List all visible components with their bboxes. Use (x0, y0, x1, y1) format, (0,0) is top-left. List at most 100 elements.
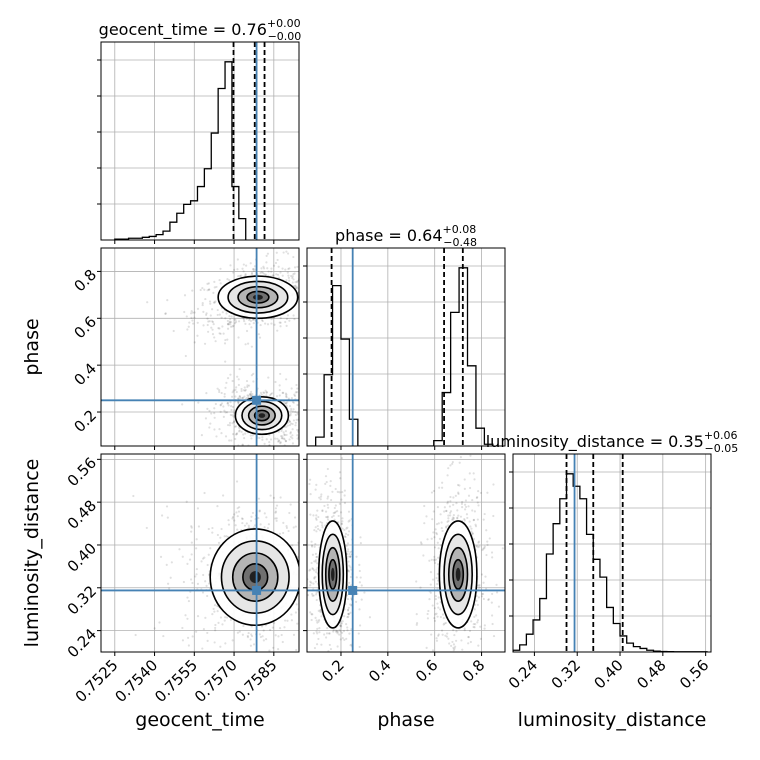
sample-point (430, 558, 433, 561)
sample-point (240, 274, 243, 277)
sample-point (188, 321, 191, 324)
sample-point (276, 329, 279, 332)
sample-point (311, 567, 314, 570)
sample-point (314, 488, 317, 491)
sample-point (289, 422, 293, 425)
sample-point (260, 267, 263, 270)
title-main: phase = 0.64 (335, 226, 442, 245)
sample-point (272, 455, 274, 457)
sample-point (228, 424, 232, 427)
sample-point (316, 403, 318, 405)
sample-point (455, 630, 458, 633)
sample-point (282, 437, 286, 440)
sample-point (328, 632, 331, 635)
sample-point (346, 526, 349, 529)
sample-point (231, 379, 234, 383)
sample-point (231, 414, 234, 417)
sample-point (333, 506, 336, 510)
panel-title-geocent_time: geocent_time = 0.76+0.00 −0.00 (99, 17, 302, 43)
sample-point (347, 606, 350, 609)
sample-point (230, 315, 233, 318)
sample-point (278, 388, 281, 392)
sample-point (226, 327, 230, 330)
sample-point (248, 446, 250, 448)
sample-point (358, 608, 361, 611)
sample-point (314, 526, 317, 529)
sample-point (278, 627, 282, 630)
sample-point (291, 428, 294, 431)
sample-point (315, 555, 318, 559)
sample-point (435, 523, 439, 526)
sample-point (358, 569, 361, 573)
sample-point (279, 441, 282, 444)
sample-point (274, 437, 277, 440)
sample-point (313, 577, 316, 580)
sample-point (333, 705, 335, 707)
sample-point (289, 409, 293, 412)
sample-point (321, 509, 324, 512)
sample-point (437, 634, 440, 637)
sample-point (435, 612, 438, 615)
sample-point (279, 321, 282, 324)
contour-line (234, 395, 290, 436)
sample-point (326, 515, 329, 518)
sample-point (261, 319, 264, 323)
sample-point (245, 522, 248, 525)
title-upper-error: +0.08 (443, 223, 477, 236)
sample-point (310, 544, 314, 547)
sample-point (420, 542, 423, 545)
sample-point (314, 290, 316, 292)
sample-point (452, 628, 455, 632)
sample-point (323, 658, 325, 660)
truth-marker (252, 395, 262, 405)
sample-point (304, 273, 306, 275)
sample-point (218, 332, 221, 335)
sample-point (451, 665, 453, 667)
sample-point (303, 527, 305, 529)
sample-point (309, 282, 311, 284)
sample-point (316, 632, 319, 635)
sample-point (480, 573, 484, 576)
sample-point (153, 627, 156, 630)
sample-point (165, 505, 169, 508)
sample-point (211, 526, 214, 530)
sample-point (246, 385, 249, 389)
sample-point (230, 321, 233, 324)
sample-point (320, 615, 323, 618)
sample-point (349, 575, 352, 579)
sample-point (326, 518, 330, 521)
sample-point (451, 640, 454, 644)
sample-point (252, 643, 256, 646)
sample-point (233, 322, 237, 325)
sample-point (302, 260, 304, 262)
sample-point (213, 280, 216, 283)
sample-point (203, 491, 206, 495)
sample-point (181, 626, 184, 630)
sample-point (250, 634, 254, 638)
sample-point (415, 623, 418, 626)
sample-point (332, 511, 335, 515)
sample-point (236, 268, 239, 271)
sample-point (288, 420, 291, 423)
sample-point (452, 503, 455, 506)
sample-point (458, 461, 461, 464)
sample-point (471, 509, 474, 512)
sample-point (343, 638, 346, 641)
sample-point (468, 472, 471, 475)
sample-point (225, 381, 228, 384)
sample-point (469, 454, 472, 457)
sample-point (220, 432, 223, 435)
contour-line (443, 533, 473, 616)
sample-point (301, 410, 303, 412)
y-tick-label: 0.6 (70, 313, 100, 343)
sample-point (230, 439, 233, 442)
histogram-step (513, 473, 708, 652)
sample-point (467, 636, 470, 639)
sample-point (264, 273, 268, 276)
sample-point (214, 402, 217, 406)
sample-point (231, 405, 235, 409)
sample-point (439, 615, 442, 619)
sample-point (483, 660, 485, 662)
sample-point (304, 299, 306, 301)
sample-point (339, 638, 342, 641)
